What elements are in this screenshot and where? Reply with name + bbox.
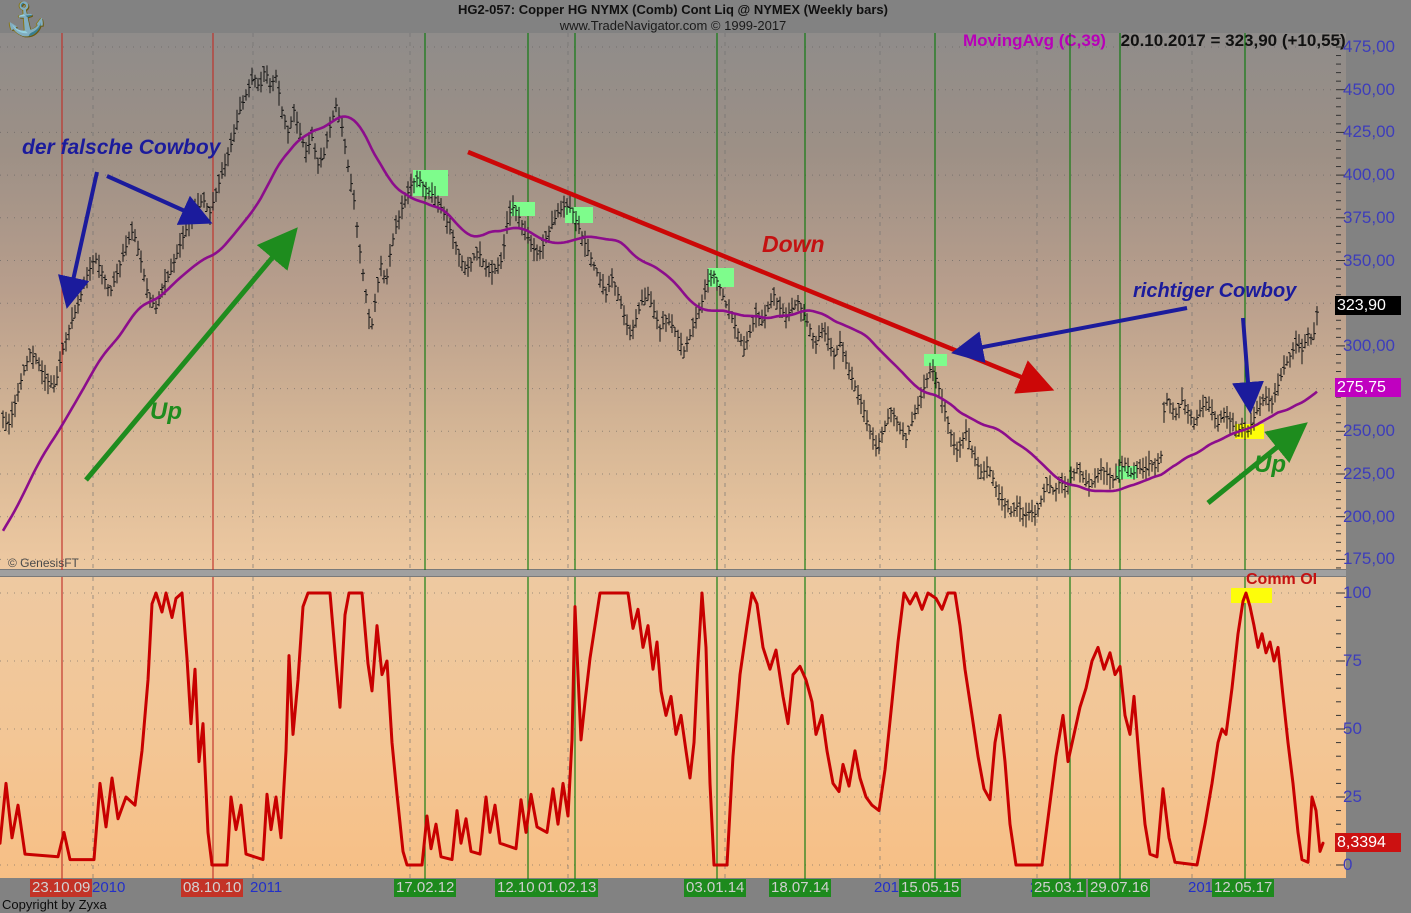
price-value-box: 275,75: [1335, 377, 1401, 397]
date-label: 23.10.09: [30, 879, 93, 897]
annotation-richtiger-cowboy: richtiger Cowboy: [1133, 280, 1297, 302]
price-axis-label: 425,00: [1343, 122, 1395, 142]
date-label: 15.05.15: [899, 879, 962, 897]
date-label: 25.03.1: [1032, 879, 1087, 897]
genesis-watermark: © GenesisFT: [8, 556, 79, 570]
price-axis-label: 300,00: [1343, 335, 1395, 355]
price-axis-label: 475,00: [1343, 37, 1395, 56]
osc-axis-label: 25: [1343, 787, 1362, 806]
moving-avg-legend-value: 20.10.2017 = 323,90 (+10,55): [1120, 31, 1346, 50]
year-label: 2010: [92, 879, 126, 896]
osc-axis-label: 100: [1343, 583, 1372, 602]
price-axis-label: 225,00: [1343, 464, 1395, 483]
oscillator-panel-background: [0, 577, 1346, 878]
annotation-der-falsche-cowboy: der falsche Cowboy: [22, 136, 221, 159]
price-axis-label: 250,00: [1343, 421, 1395, 441]
date-label: 29.07.16: [1088, 879, 1151, 897]
price-axis-label: 175,00: [1343, 549, 1395, 569]
date-label: 12.05.17: [1212, 879, 1275, 897]
date-label: 12.10.: [495, 879, 541, 897]
price-value-box: 323,90: [1335, 295, 1401, 315]
chart-header: HG2-057: Copper HG NYMX (Comb) Cont Liq …: [0, 2, 1346, 33]
date-label: 03.01.14: [684, 879, 747, 897]
osc-axis-label: 75: [1343, 651, 1362, 670]
chart-subtitle: www.TradeNavigator.com © 1999-2017: [559, 18, 787, 33]
chart-title: HG2-057: Copper HG NYMX (Comb) Cont Liq …: [458, 2, 888, 17]
oscillator-name-label: Comm OI: [1246, 571, 1318, 588]
price-axis-label: 400,00: [1343, 165, 1395, 185]
year-label: 2011: [250, 879, 283, 896]
osc-axis-label: 50: [1343, 719, 1362, 738]
price-panel-background: [0, 33, 1346, 570]
price-axis-label: 375,00: [1343, 207, 1395, 227]
date-label: 08.10.10: [181, 879, 244, 897]
annotation-up-right: Up: [1254, 451, 1286, 478]
date-label: 01.02.13: [536, 879, 599, 897]
annotation-up-left: Up: [150, 398, 182, 425]
price-axis-label: 200,00: [1343, 506, 1395, 526]
copyright-label: Copyright by Zyxa: [2, 897, 107, 912]
price-axis-label: 350,00: [1343, 250, 1395, 270]
price-axis-label: 450,00: [1343, 79, 1395, 99]
panel-divider[interactable]: [0, 569, 1346, 577]
annotation-down: Down: [762, 231, 825, 257]
osc-value-box: 8,3394: [1335, 832, 1401, 852]
date-label: 17.02.12: [394, 879, 457, 897]
osc-axis-label: 0: [1343, 855, 1353, 874]
date-label: 18.07.14: [769, 879, 832, 897]
